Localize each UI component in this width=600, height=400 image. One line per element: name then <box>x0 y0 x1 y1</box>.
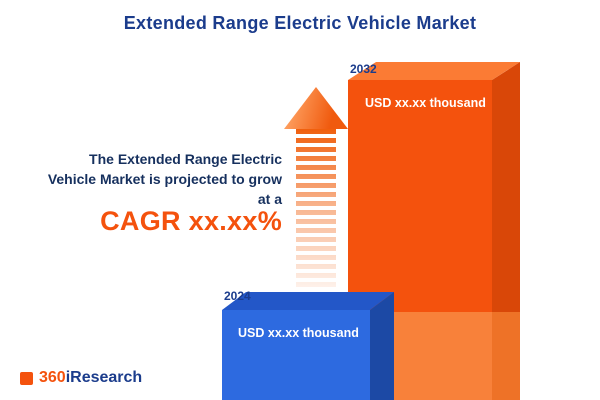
bar-2024 <box>222 310 370 400</box>
bar-2032-value-label: USD xx.xx thousand <box>365 96 486 110</box>
logo-mark-icon <box>20 371 33 385</box>
bar-2032-side-face <box>492 62 520 400</box>
bar-2032-top-face <box>348 62 520 80</box>
arrow-head-icon <box>284 87 348 129</box>
description-line-3: at a <box>257 191 282 207</box>
description-line-2: Vehicle Market is projected to grow <box>47 171 282 187</box>
brand-logo: 360iResearch <box>20 369 142 387</box>
logo-prefix: 360 <box>39 369 66 386</box>
arrow-shaft-icon <box>296 129 336 289</box>
bar-2032-year-label: 2032 <box>350 62 377 76</box>
bar-2024-value-label: USD xx.xx thousand <box>238 326 359 340</box>
logo-suffix: iResearch <box>65 369 143 386</box>
cagr-highlight: CAGR xx.xx% <box>100 206 282 236</box>
bar-2024-year-label: 2024 <box>224 289 251 303</box>
description-line-1: The Extended Range Electric <box>89 151 282 167</box>
description-text: The Extended Range Electric Vehicle Mark… <box>22 149 282 209</box>
page-title: Extended Range Electric Vehicle Market <box>123 13 477 33</box>
bar-2024-top-face <box>222 292 394 310</box>
bar-2024-side-face <box>370 292 394 400</box>
logo-text: 360iResearch <box>39 369 142 387</box>
